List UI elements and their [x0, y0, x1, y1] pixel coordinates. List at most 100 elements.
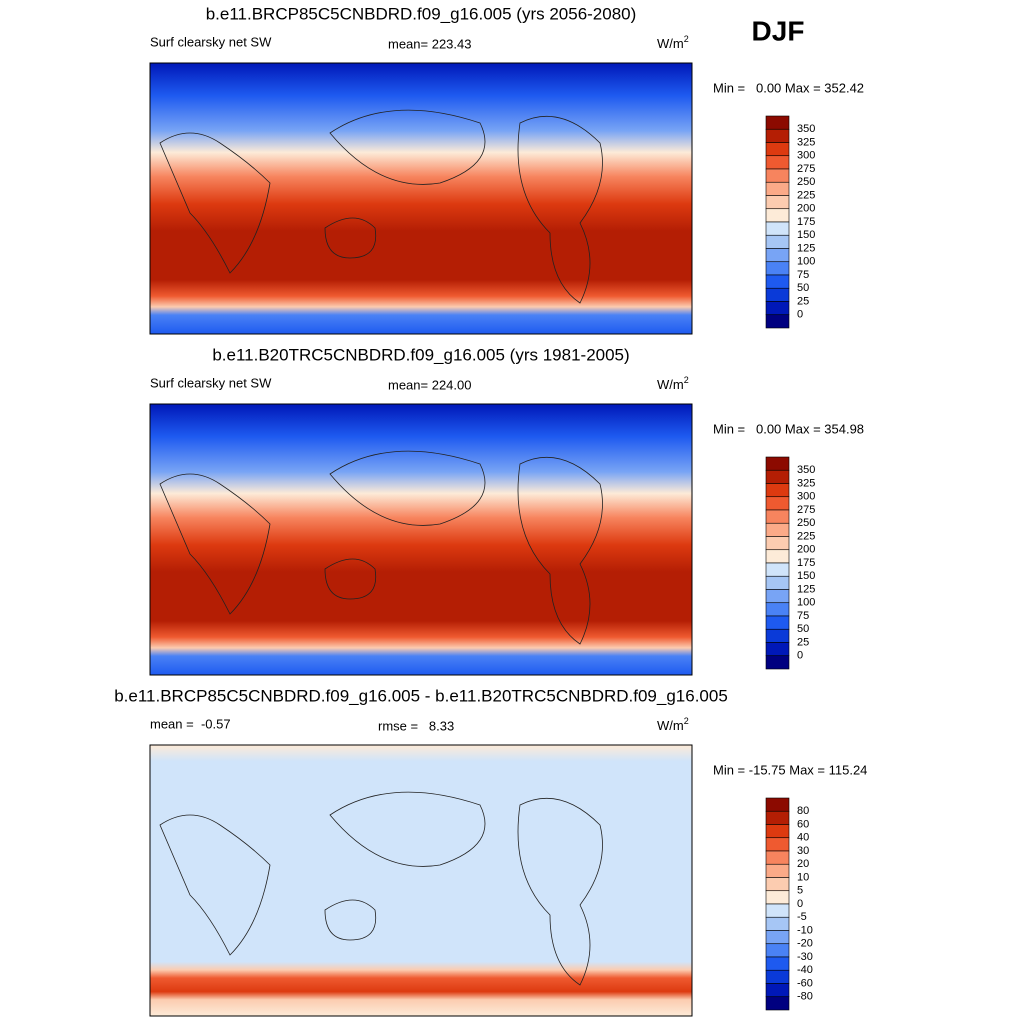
- colorbar-box: [765, 903, 790, 918]
- colorbar-box: [765, 469, 790, 484]
- colorbar-label: 25: [797, 295, 809, 307]
- colorbar-box: [765, 261, 790, 276]
- season-label: DJF: [752, 15, 805, 46]
- colorbar-label: 225: [797, 189, 815, 201]
- colorbar-box: [765, 930, 790, 945]
- colorbar-box: [765, 943, 790, 958]
- colorbar-box: [765, 549, 790, 564]
- colorbar-box: [765, 208, 790, 223]
- units-exponent: 2: [684, 34, 689, 44]
- colorbar-box: [765, 155, 790, 170]
- colorbar-label: 125: [797, 242, 815, 254]
- colorbar-label: 75: [797, 269, 809, 281]
- colorbar-box: [765, 496, 790, 511]
- colorbar-box: [765, 168, 790, 183]
- colorbar-label: 100: [797, 256, 815, 268]
- colorbar-label: 10: [797, 871, 809, 883]
- colorbar-label: 275: [797, 163, 815, 175]
- colorbar-box: [765, 456, 790, 471]
- center-label: mean= 223.43: [388, 36, 471, 51]
- colorbar-box: [765, 628, 790, 643]
- colorbar-box: [765, 655, 790, 670]
- colorbar-label: 125: [797, 583, 815, 595]
- colorbar-box: [765, 996, 790, 1011]
- units-exponent: 2: [684, 716, 689, 726]
- coastline: [159, 791, 603, 986]
- colorbar-label: 250: [797, 176, 815, 188]
- units: W/m2: [657, 375, 689, 392]
- panel-title: b.e11.B20TRC5CNBDRD.f09_g16.005 (yrs 198…: [212, 345, 629, 364]
- colorbar-box: [765, 956, 790, 971]
- colorbar-label: 325: [797, 136, 815, 148]
- colorbar-label: -20: [797, 938, 813, 950]
- colorbar-label: 200: [797, 203, 815, 215]
- colorbar-label: -10: [797, 924, 813, 936]
- colorbar-box: [765, 589, 790, 604]
- colorbar-box: [765, 863, 790, 878]
- colorbar-label: 175: [797, 216, 815, 228]
- colorbar-label: 0: [797, 650, 803, 662]
- colorbar-box: [765, 195, 790, 210]
- colorbar-box: [765, 301, 790, 316]
- colorbar-box: [765, 877, 790, 892]
- colorbar-box: [765, 536, 790, 551]
- colorbar-label: 350: [797, 464, 815, 476]
- colorbar-label: -40: [797, 964, 813, 976]
- units-base: W/m: [657, 377, 684, 392]
- center-label: rmse = 8.33: [378, 718, 454, 733]
- colorbar-label: 50: [797, 282, 809, 294]
- min-max: Min = -15.75 Max = 115.24: [713, 762, 867, 777]
- min-max: Min = 0.00 Max = 352.42: [713, 80, 864, 95]
- colorbar-box: [765, 522, 790, 537]
- colorbar-label: -80: [797, 991, 813, 1003]
- panel-title: b.e11.BRCP85C5CNBDRD.f09_g16.005 (yrs 20…: [206, 4, 637, 23]
- colorbar-box: [765, 142, 790, 157]
- colorbar-label: 350: [797, 123, 815, 135]
- colorbar-label: 25: [797, 636, 809, 648]
- colorbar-box: [765, 483, 790, 498]
- colorbar-label: -5: [797, 911, 807, 923]
- colorbar-box: [765, 248, 790, 263]
- colorbar-label: 30: [797, 845, 809, 857]
- colorbar-label: 175: [797, 557, 815, 569]
- colorbar-box: [765, 221, 790, 236]
- colorbar-box: [765, 837, 790, 852]
- colorbar-label: 325: [797, 477, 815, 489]
- colorbar-label: 150: [797, 229, 815, 241]
- units: W/m2: [657, 34, 689, 51]
- colorbar-box: [765, 287, 790, 302]
- colorbar-box: [765, 274, 790, 289]
- panel-title: b.e11.BRCP85C5CNBDRD.f09_g16.005 - b.e11…: [114, 686, 728, 705]
- coastline: [159, 109, 603, 304]
- map-field: [149, 403, 693, 676]
- units: W/m2: [657, 716, 689, 733]
- colorbar-box: [765, 115, 790, 130]
- colorbar-label: 20: [797, 858, 809, 870]
- colorbar-box: [765, 181, 790, 196]
- colorbar-box: [765, 969, 790, 984]
- min-max: Min = 0.00 Max = 354.98: [713, 421, 864, 436]
- colorbar-label: 300: [797, 491, 815, 503]
- left-label: Surf clearsky net SW: [150, 34, 272, 49]
- colorbar-label: 60: [797, 818, 809, 830]
- colorbar-label: 300: [797, 150, 815, 162]
- map-field: [149, 744, 693, 1017]
- colorbar-label: 80: [797, 805, 809, 817]
- colorbar-box: [765, 642, 790, 657]
- colorbar-label: 150: [797, 570, 815, 582]
- map-field: [149, 62, 693, 335]
- colorbar-label: 200: [797, 544, 815, 556]
- colorbar-box: [765, 575, 790, 590]
- colorbar-box: [765, 615, 790, 630]
- colorbar-label: -60: [797, 977, 813, 989]
- colorbar-box: [765, 562, 790, 577]
- colorbar-box: [765, 824, 790, 839]
- colorbar-box: [765, 916, 790, 931]
- colorbar-label: 40: [797, 832, 809, 844]
- colorbar-box: [765, 810, 790, 825]
- left-label: Surf clearsky net SW: [150, 375, 272, 390]
- colorbar-box: [765, 234, 790, 249]
- colorbar-box: [765, 890, 790, 905]
- colorbar-box: [765, 983, 790, 998]
